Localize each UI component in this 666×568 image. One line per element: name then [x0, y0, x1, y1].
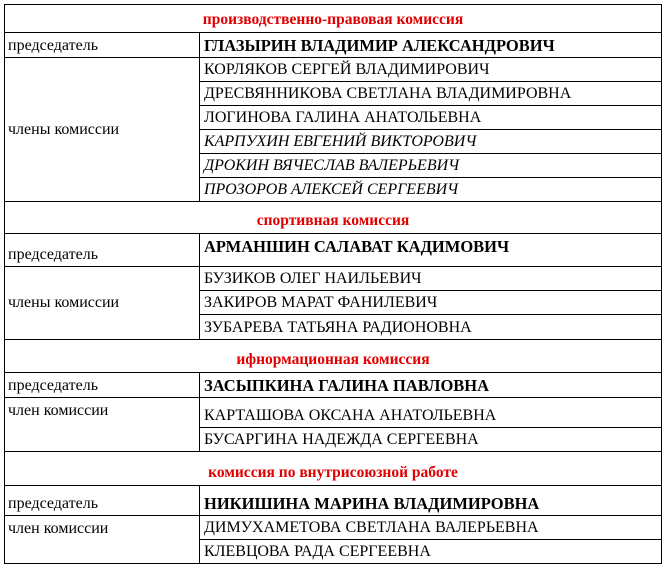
- chair-label: председатель: [4, 485, 200, 516]
- member-name: ДРЕСВЯННИКОВА СВЕТЛАНА ВЛАДИМИРОВНА: [198, 81, 663, 106]
- members-label: члены комиссии: [4, 57, 200, 202]
- chair-name: ЗАСЫПКИНА ГАЛИНА ПАВЛОВНА: [198, 372, 663, 398]
- member-name: КАРТАШОВА ОКСАНА АНАТОЛЬЕВНА: [198, 397, 663, 428]
- member-name: БУСАРГИНА НАДЕЖДА СЕРГЕЕВНА: [198, 427, 663, 452]
- member-name: ДИМУХАМЕТОВА СВЕТЛАНА ВАЛЕРЬЕВНА: [198, 515, 663, 540]
- member-name: КОРЛЯКОВ СЕРГЕЙ ВЛАДИМИРОВИЧ: [198, 57, 663, 82]
- commissions-table: производственно-правовая комиссия предсе…: [3, 4, 663, 564]
- section-title: производственно-правовая комиссия: [3, 4, 663, 33]
- members-label: член комиссии: [4, 515, 200, 564]
- section-title: спортивная комиссия: [3, 201, 663, 234]
- members-label: член комиссии: [4, 397, 200, 452]
- members-label: члены комиссии: [4, 266, 200, 340]
- member-name: КЛЕВЦОВА РАДА СЕРГЕЕВНА: [198, 539, 663, 564]
- member-name: ЗАКИРОВ МАРАТ ФАНИЛЕВИЧ: [198, 290, 663, 315]
- member-name: ЗУБАРЕВА ТАТЬЯНА РАДИОНОВНА: [198, 314, 663, 340]
- section-title: ифнормационная комиссия: [3, 339, 663, 373]
- chair-name: НИКИШИНА МАРИНА ВЛАДИМИРОВНА: [198, 485, 663, 516]
- member-name: БУЗИКОВ ОЛЕГ НАИЛЬЕВИЧ: [198, 266, 663, 291]
- section-title: комиссия по внутрисоюзной работе: [3, 451, 663, 486]
- chair-label: председатель: [4, 233, 200, 267]
- chair-label: председатель: [4, 32, 200, 58]
- member-name: ЛОГИНОВА ГАЛИНА АНАТОЛЬЕВНА: [198, 105, 663, 130]
- chair-label: председатель: [4, 372, 200, 398]
- chair-name: АРМАНШИН САЛАВАТ КАДИМОВИЧ: [198, 233, 663, 267]
- chair-name: ГЛАЗЫРИН ВЛАДИМИР АЛЕКСАНДРОВИЧ: [198, 32, 663, 58]
- member-name: ДРОКИН ВЯЧЕСЛАВ ВАЛЕРЬЕВИЧ: [198, 153, 663, 178]
- member-name: ПРОЗОРОВ АЛЕКСЕЙ СЕРГЕЕВИЧ: [198, 177, 663, 202]
- member-name: КАРПУХИН ЕВГЕНИЙ ВИКТОРОВИЧ: [198, 129, 663, 154]
